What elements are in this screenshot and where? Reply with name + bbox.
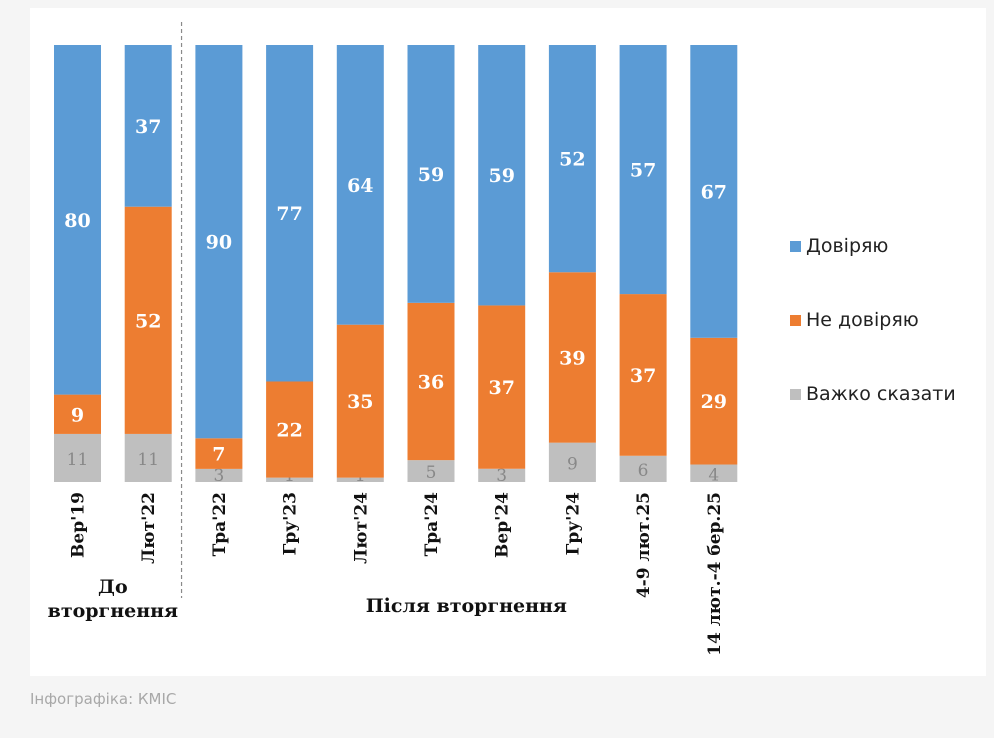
data-label: 4 xyxy=(708,465,719,485)
bar-segment xyxy=(478,45,526,306)
category-label: Тра'22 xyxy=(210,492,230,556)
bar-segment xyxy=(124,433,172,482)
bar-segment xyxy=(195,468,243,482)
bar-segment xyxy=(690,337,738,465)
legend-label: Довіряю xyxy=(806,235,888,257)
bar-segment xyxy=(548,442,596,482)
data-label: 11 xyxy=(67,450,89,470)
bar-segment xyxy=(266,381,314,478)
bar-segment xyxy=(54,45,101,395)
data-label: 11 xyxy=(137,450,159,470)
bar-segment xyxy=(54,394,101,434)
chart-card: 11980Вер'19115237Лют'223790Тра'2212277Гр… xyxy=(30,8,986,676)
bar-segment xyxy=(690,45,738,338)
bar-segment xyxy=(548,272,596,443)
data-label: 3 xyxy=(496,466,507,486)
bar-segment xyxy=(336,45,384,325)
data-label: 37 xyxy=(488,377,514,399)
bar-segment xyxy=(124,206,172,434)
data-label: 80 xyxy=(64,210,90,232)
category-label: Вер'19 xyxy=(69,492,89,558)
bar-segment xyxy=(124,45,172,207)
bar-segment xyxy=(195,45,243,439)
category-label: 14 лют.-4 бер.25 xyxy=(705,492,725,656)
category-label: Вер'24 xyxy=(493,492,513,558)
data-label: 36 xyxy=(418,371,444,393)
bar-segment xyxy=(407,302,455,461)
bar-segment xyxy=(619,455,667,482)
data-label: 59 xyxy=(418,164,444,186)
data-label: 35 xyxy=(347,391,373,413)
bar-segment xyxy=(407,45,455,303)
category-label: Гру'23 xyxy=(281,492,301,555)
category-label: Тра'24 xyxy=(422,492,442,557)
data-label: 59 xyxy=(488,165,514,187)
legend-label: Не довіряю xyxy=(806,309,919,331)
data-label: 52 xyxy=(135,310,161,332)
data-label: 9 xyxy=(71,404,84,426)
group-label: Після вторгнення xyxy=(366,595,567,617)
bar-segment xyxy=(548,45,596,273)
data-label: 37 xyxy=(135,116,161,138)
bar-segment xyxy=(478,305,526,469)
data-label: 57 xyxy=(630,160,656,182)
category-label: 4-9 лют.25 xyxy=(634,492,654,598)
data-label: 9 xyxy=(567,454,578,474)
bar-segment xyxy=(266,45,314,382)
category-label: Лют'22 xyxy=(139,492,159,564)
data-label: 90 xyxy=(206,232,232,254)
legend-swatch xyxy=(790,315,801,326)
infographic-caption: Інфографіка: КМІС xyxy=(30,690,177,708)
data-label: 67 xyxy=(701,181,727,203)
stacked-bar-chart: 11980Вер'19115237Лют'223790Тра'2212277Гр… xyxy=(48,22,956,656)
bar-segment xyxy=(478,468,526,482)
data-label: 77 xyxy=(276,203,302,225)
data-label: 3 xyxy=(213,466,224,486)
bar-segment xyxy=(54,433,101,482)
data-label: 29 xyxy=(701,391,727,413)
category-label: Гру'24 xyxy=(563,492,583,556)
legend-swatch xyxy=(790,241,801,252)
data-label: 52 xyxy=(559,149,585,171)
bar-segment xyxy=(619,294,667,456)
bar-segment xyxy=(195,438,243,469)
bar-segment xyxy=(336,477,384,482)
legend-label: Важко сказати xyxy=(806,383,956,405)
group-label: вторгнення xyxy=(48,600,178,622)
bar-segment xyxy=(266,477,314,482)
legend-swatch xyxy=(790,389,801,400)
data-label: 7 xyxy=(212,444,225,466)
data-label: 22 xyxy=(276,420,302,442)
data-label: 37 xyxy=(630,365,656,387)
category-label: Лют'24 xyxy=(351,492,371,564)
bar-segment xyxy=(336,324,384,478)
data-label: 5 xyxy=(426,463,437,483)
data-label: 64 xyxy=(347,175,373,197)
bar-segment xyxy=(619,45,667,295)
data-label: 6 xyxy=(638,461,649,481)
bar-segment xyxy=(690,464,738,482)
group-label: До xyxy=(98,576,128,598)
data-label: 39 xyxy=(559,347,585,369)
bar-segment xyxy=(407,460,455,482)
